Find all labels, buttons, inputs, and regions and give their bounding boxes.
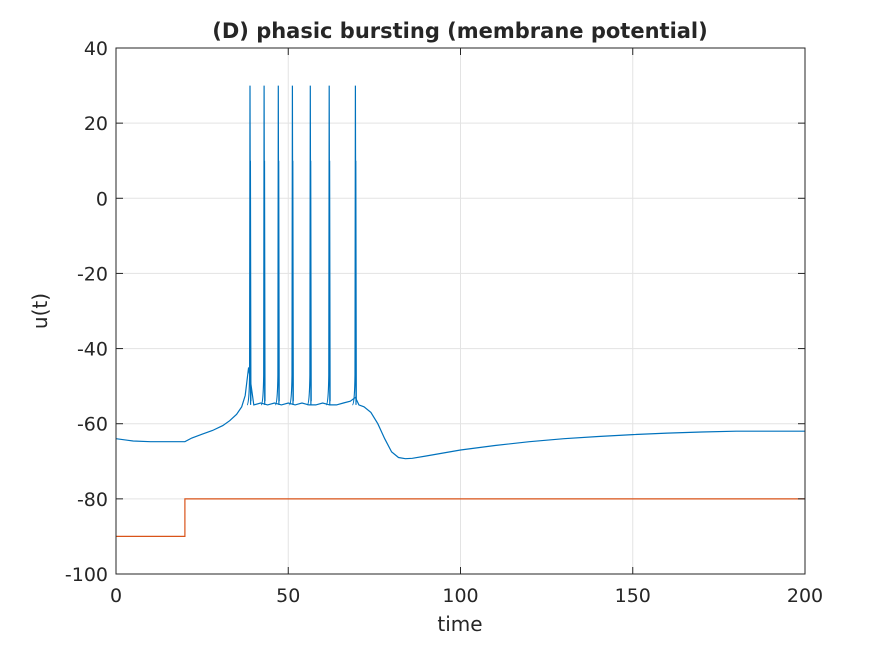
x-tick-label: 50	[276, 585, 300, 607]
x-axis-label: time	[437, 612, 482, 636]
y-tick-label: 20	[84, 113, 108, 135]
x-tick-label: 200	[787, 585, 823, 607]
x-tick-label: 150	[615, 585, 651, 607]
plot-area: 0 50 100 150 200 -100 -80 -60 -40 -20 0 20 40	[65, 38, 823, 607]
y-tick-label: -20	[77, 263, 108, 285]
spike-5	[306, 85, 312, 406]
y-tick-label: 40	[84, 38, 108, 60]
y-axis-label: u(t)	[28, 293, 52, 329]
x-tick-label: 100	[442, 585, 478, 607]
spike-1	[246, 85, 252, 406]
x-tick-label: 0	[110, 585, 122, 607]
y-tick-label: -100	[65, 564, 108, 586]
spike-7	[351, 85, 357, 406]
spike-6	[325, 85, 331, 406]
spike-3	[274, 85, 280, 406]
y-tick-label: -80	[77, 489, 108, 511]
y-tick-label: -40	[77, 339, 108, 361]
spike-4	[288, 85, 294, 406]
series-line-membrane-potential	[115, 367, 805, 460]
spike-2	[260, 85, 266, 406]
y-tick-label: -60	[77, 414, 108, 436]
chart-title: (D) phasic bursting (membrane potential)	[212, 19, 707, 43]
series-line-input-current	[116, 498, 805, 537]
y-tick-label: 0	[96, 188, 108, 210]
